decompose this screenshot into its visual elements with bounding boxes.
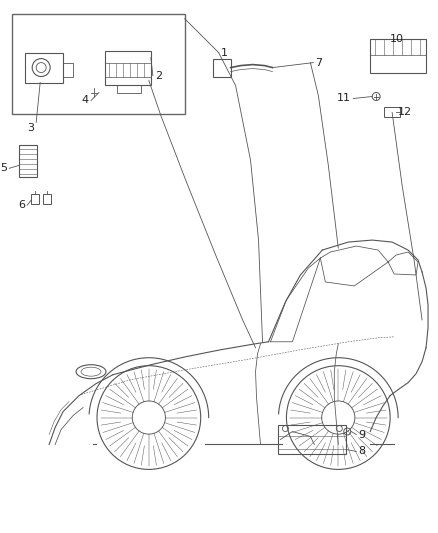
Bar — [63, 62, 73, 77]
Bar — [213, 59, 231, 77]
Text: 12: 12 — [398, 108, 412, 117]
Bar — [25, 53, 63, 83]
Text: 2: 2 — [155, 70, 162, 80]
Bar — [31, 194, 39, 204]
Bar — [370, 39, 426, 72]
Text: 11: 11 — [337, 93, 351, 103]
Text: 10: 10 — [390, 34, 404, 44]
Text: 7: 7 — [315, 58, 322, 68]
Text: 4: 4 — [82, 95, 89, 106]
Text: 1: 1 — [221, 47, 228, 58]
Text: 6: 6 — [18, 200, 25, 210]
Bar — [19, 146, 37, 177]
Text: 8: 8 — [358, 447, 365, 456]
Bar — [105, 51, 151, 85]
Bar — [43, 194, 51, 204]
Bar — [384, 108, 400, 117]
Text: 5: 5 — [0, 163, 7, 173]
Text: 9: 9 — [358, 430, 365, 440]
Bar — [12, 14, 185, 115]
Text: 3: 3 — [27, 124, 34, 133]
Bar — [279, 425, 346, 455]
Bar — [117, 85, 141, 93]
